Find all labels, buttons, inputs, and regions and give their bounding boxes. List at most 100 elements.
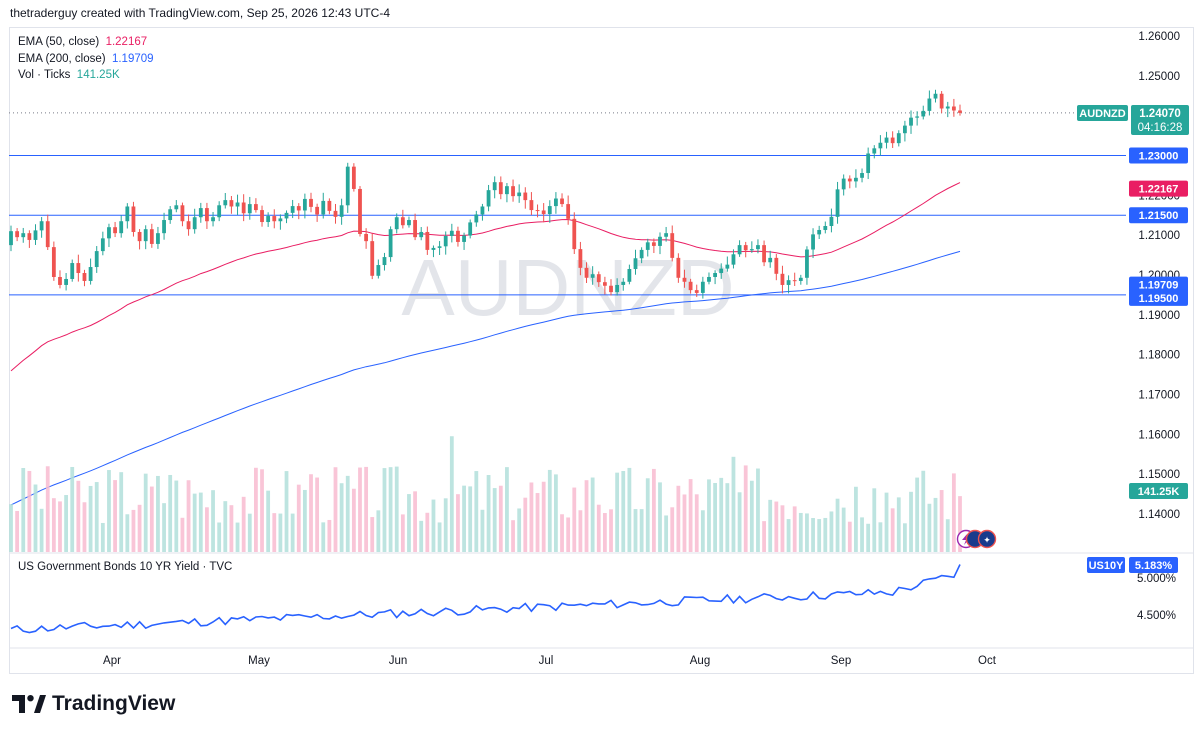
candle[interactable]	[125, 206, 130, 222]
candle[interactable]	[364, 233, 369, 242]
candle[interactable]	[627, 269, 632, 282]
candle[interactable]	[621, 281, 626, 285]
candle[interactable]	[290, 206, 295, 213]
candle[interactable]	[260, 210, 264, 223]
candle[interactable]	[866, 153, 871, 174]
candle[interactable]	[327, 200, 332, 211]
candle[interactable]	[358, 188, 362, 234]
candle[interactable]	[688, 281, 693, 291]
candle[interactable]	[315, 206, 320, 215]
candle[interactable]	[247, 204, 252, 214]
candle[interactable]	[615, 284, 620, 293]
candle[interactable]	[94, 251, 99, 268]
candle[interactable]	[192, 217, 197, 230]
candle[interactable]	[762, 245, 766, 263]
candle[interactable]	[658, 236, 662, 246]
candle[interactable]	[915, 116, 920, 118]
candle[interactable]	[774, 257, 779, 274]
indicator-legend[interactable]: EMA (50, close) 1.22167 EMA (200, close)…	[18, 34, 154, 84]
candle[interactable]	[560, 198, 564, 205]
candle[interactable]	[737, 245, 742, 255]
ema200-line[interactable]	[10, 250, 961, 506]
candle[interactable]	[64, 278, 69, 285]
candle[interactable]	[498, 182, 503, 195]
candle[interactable]	[345, 166, 350, 206]
candle[interactable]	[933, 93, 938, 99]
legend-volume[interactable]: Vol · Ticks 141.25K	[18, 69, 120, 81]
candle[interactable]	[241, 202, 246, 214]
candle[interactable]	[468, 222, 473, 236]
candle[interactable]	[676, 257, 681, 278]
candle[interactable]	[602, 282, 607, 286]
candle[interactable]	[302, 198, 307, 211]
candle[interactable]	[480, 206, 485, 215]
candle[interactable]	[505, 186, 509, 195]
candle[interactable]	[186, 221, 191, 230]
candle[interactable]	[645, 242, 650, 250]
candle[interactable]	[88, 267, 93, 281]
candle[interactable]	[370, 241, 375, 276]
candle[interactable]	[609, 285, 613, 293]
legend-ema200[interactable]: EMA (200, close) 1.19709	[18, 52, 154, 65]
candle[interactable]	[339, 205, 344, 217]
candle[interactable]	[707, 276, 711, 282]
candle[interactable]	[437, 246, 442, 248]
candle[interactable]	[107, 227, 111, 239]
candle[interactable]	[670, 233, 675, 258]
candle[interactable]	[15, 231, 20, 238]
candle[interactable]	[333, 210, 338, 217]
candle[interactable]	[413, 220, 417, 238]
candle[interactable]	[713, 273, 717, 277]
candle[interactable]	[854, 177, 858, 182]
candle[interactable]	[235, 202, 240, 207]
candle[interactable]	[425, 231, 430, 250]
candle[interactable]	[719, 268, 724, 274]
candle[interactable]	[180, 205, 185, 222]
candle[interactable]	[682, 277, 687, 282]
candle[interactable]	[70, 263, 75, 279]
candle[interactable]	[100, 238, 105, 252]
candle[interactable]	[768, 257, 773, 263]
candle[interactable]	[45, 221, 50, 248]
candle[interactable]	[431, 247, 436, 250]
candle[interactable]	[884, 137, 889, 143]
us10y-line[interactable]	[10, 564, 961, 634]
candle[interactable]	[817, 229, 822, 235]
candle[interactable]	[811, 234, 815, 250]
candle[interactable]	[388, 229, 393, 258]
candle[interactable]	[143, 229, 148, 242]
candle[interactable]	[400, 217, 405, 226]
candle[interactable]	[860, 173, 864, 178]
candle[interactable]	[945, 106, 950, 109]
candle[interactable]	[376, 265, 381, 276]
candle[interactable]	[743, 245, 748, 251]
candle[interactable]	[456, 230, 460, 242]
candle[interactable]	[131, 206, 136, 232]
candle[interactable]	[566, 204, 571, 219]
candle[interactable]	[137, 231, 142, 242]
candle[interactable]	[486, 190, 491, 207]
candle[interactable]	[902, 125, 907, 134]
candle[interactable]	[596, 274, 601, 283]
candle[interactable]	[382, 257, 387, 266]
tradingview-logo[interactable]: TradingView	[12, 692, 175, 716]
candle[interactable]	[664, 233, 669, 237]
candle[interactable]	[921, 110, 926, 117]
candle[interactable]	[272, 216, 277, 222]
candle[interactable]	[756, 245, 760, 250]
candle[interactable]	[633, 258, 638, 270]
candle[interactable]	[823, 226, 828, 230]
candle[interactable]	[205, 208, 209, 222]
events-icons[interactable]: ✦	[956, 529, 997, 549]
ema50-line[interactable]	[10, 182, 961, 372]
candle[interactable]	[419, 231, 424, 238]
candle[interactable]	[780, 273, 785, 285]
candle[interactable]	[462, 235, 466, 242]
candle[interactable]	[890, 137, 895, 144]
candle[interactable]	[278, 218, 283, 222]
candle[interactable]	[223, 200, 228, 206]
candle[interactable]	[217, 205, 222, 218]
yield-legend[interactable]: US Government Bonds 10 YR Yield · TVC	[18, 561, 233, 573]
candle[interactable]	[829, 216, 834, 227]
